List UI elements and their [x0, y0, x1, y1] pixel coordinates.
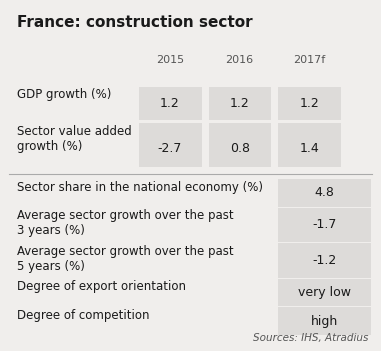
Text: France: construction sector: France: construction sector [16, 15, 252, 30]
Text: Average sector growth over the past
5 years (%): Average sector growth over the past 5 ye… [16, 245, 233, 273]
FancyBboxPatch shape [209, 123, 271, 167]
FancyBboxPatch shape [278, 307, 371, 335]
FancyBboxPatch shape [278, 179, 371, 207]
Text: 1.2: 1.2 [160, 97, 179, 110]
Text: 1.4: 1.4 [300, 142, 320, 155]
FancyBboxPatch shape [139, 123, 202, 167]
Text: Average sector growth over the past
3 years (%): Average sector growth over the past 3 ye… [16, 209, 233, 237]
Text: Sector share in the national economy (%): Sector share in the national economy (%) [16, 181, 263, 194]
Text: 2017f: 2017f [293, 55, 326, 65]
Text: Degree of competition: Degree of competition [16, 309, 149, 322]
Text: 1.2: 1.2 [230, 97, 250, 110]
Text: 0.8: 0.8 [230, 142, 250, 155]
FancyBboxPatch shape [278, 87, 341, 120]
Text: -1.2: -1.2 [312, 254, 337, 267]
Text: high: high [311, 314, 338, 327]
FancyBboxPatch shape [209, 87, 271, 120]
FancyBboxPatch shape [278, 123, 341, 167]
Text: 2016: 2016 [226, 55, 254, 65]
Text: GDP growth (%): GDP growth (%) [16, 88, 111, 101]
Text: -2.7: -2.7 [157, 142, 182, 155]
FancyBboxPatch shape [278, 279, 371, 306]
FancyBboxPatch shape [139, 87, 202, 120]
Text: -1.7: -1.7 [312, 218, 337, 231]
Text: Sector value added
growth (%): Sector value added growth (%) [16, 125, 131, 153]
FancyBboxPatch shape [278, 243, 371, 278]
Text: Sources: IHS, Atradius: Sources: IHS, Atradius [253, 333, 368, 343]
FancyBboxPatch shape [278, 207, 371, 242]
Text: 1.2: 1.2 [300, 97, 320, 110]
Text: very low: very low [298, 286, 351, 299]
Text: Degree of export orientation: Degree of export orientation [16, 280, 186, 293]
Text: 2015: 2015 [155, 55, 184, 65]
Text: 4.8: 4.8 [315, 186, 335, 199]
